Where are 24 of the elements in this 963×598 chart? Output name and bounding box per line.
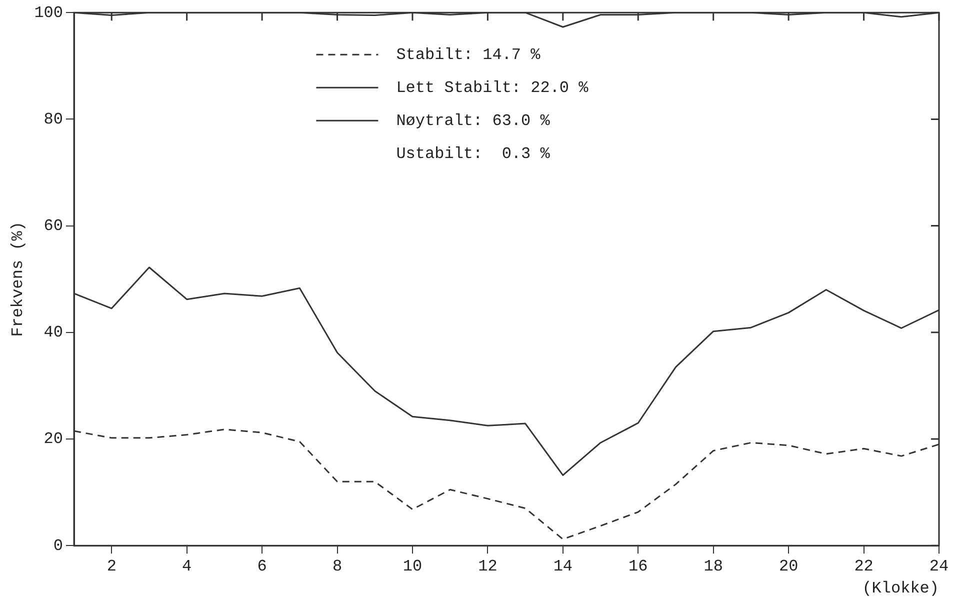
- y-tick-label: 40: [44, 324, 64, 342]
- x-tick-label: 18: [704, 557, 723, 576]
- x-tick-label: 6: [257, 557, 267, 576]
- x-tick-label: 14: [553, 557, 573, 576]
- legend-label: Lett Stabilt: 22.0 %: [396, 78, 589, 97]
- y-tick-label: 80: [44, 110, 64, 128]
- y-tick-label: 0: [53, 536, 64, 555]
- legend-label: Stabilt: 14.7 %: [396, 46, 541, 64]
- annotation: Ustabilt: 0.3 %: [396, 144, 550, 163]
- x-tick-label: 10: [402, 557, 422, 576]
- x-tick-label: 12: [478, 557, 498, 576]
- x-tick-label: 16: [628, 557, 648, 576]
- x-tick-label: 20: [778, 557, 798, 576]
- y-tick-label: 100: [34, 4, 64, 22]
- x-tick-label: 4: [182, 557, 192, 576]
- x-axis-title: (Klokke): [862, 580, 939, 598]
- x-tick-label: 22: [854, 557, 874, 576]
- legend-label: Nøytralt: 63.0 %: [396, 112, 550, 130]
- y-tick-label: 20: [44, 430, 64, 448]
- y-axis-title: Frekvens (%): [8, 221, 27, 337]
- x-tick-label: 24: [929, 557, 949, 576]
- y-tick-label: 60: [44, 217, 64, 236]
- x-tick-label: 8: [332, 557, 342, 576]
- x-tick-label: 2: [106, 557, 116, 576]
